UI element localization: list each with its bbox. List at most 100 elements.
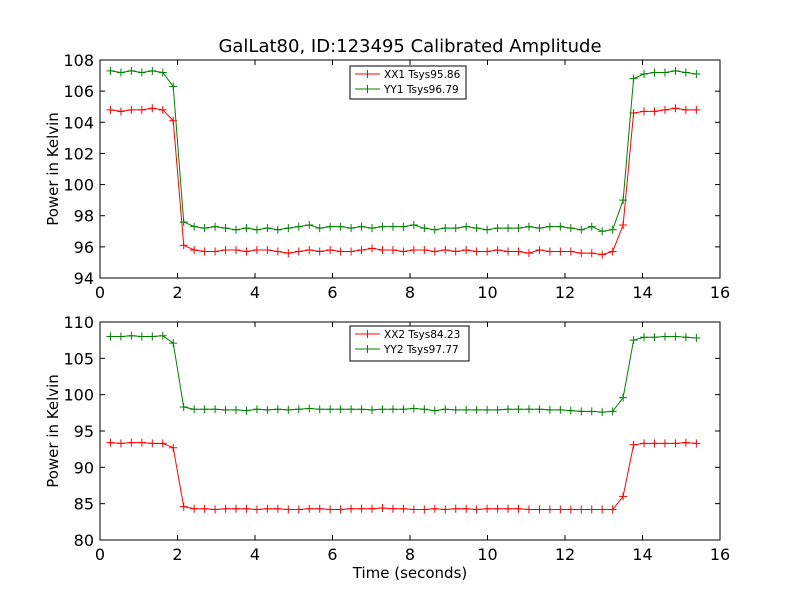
data-point-marker: [493, 224, 502, 233]
data-point-marker: [441, 245, 450, 254]
data-point-marker: [399, 405, 408, 414]
data-point-marker: [483, 405, 492, 414]
data-point-marker: [640, 333, 649, 342]
data-point-marker: [514, 504, 523, 513]
data-point-marker: [284, 224, 293, 233]
data-point-marker: [619, 492, 628, 501]
x-tick-label: 8: [405, 283, 415, 302]
data-point-marker: [409, 404, 418, 413]
data-point-marker: [619, 196, 628, 205]
data-point-marker: [200, 247, 209, 256]
data-point-marker: [368, 244, 377, 253]
data-point-marker: [660, 68, 669, 77]
data-point-marker: [430, 406, 439, 415]
data-point-marker: [671, 66, 680, 75]
data-point-marker: [263, 245, 272, 254]
data-point-marker: [660, 105, 669, 114]
data-point-marker: [378, 222, 387, 231]
data-point-marker: [179, 502, 188, 511]
data-point-marker: [420, 505, 429, 514]
data-point-marker: [190, 504, 199, 513]
data-point-marker: [326, 245, 335, 254]
y-tick-label: 108: [63, 51, 94, 70]
data-point-marker: [524, 505, 533, 514]
data-point-marker: [692, 105, 701, 114]
y-tick-label: 98: [74, 207, 94, 226]
y-tick-label: 80: [74, 531, 94, 550]
data-point-marker: [158, 68, 167, 77]
legend-swatch-marker: [363, 330, 372, 338]
data-point-marker: [148, 66, 157, 75]
data-point-marker: [598, 505, 607, 514]
data-point-marker: [566, 505, 575, 514]
chart-title: GalLat80, ID:123495 Calibrated Amplitude: [218, 36, 601, 57]
data-point-marker: [650, 333, 659, 342]
legend-label: XX1 Tsys95.86: [384, 69, 461, 81]
data-point-marker: [252, 245, 261, 254]
x-tick-label: 8: [405, 545, 415, 564]
data-point-marker: [294, 222, 303, 231]
data-point-marker: [577, 407, 586, 416]
data-point-marker: [556, 405, 565, 414]
data-point-marker: [116, 107, 125, 116]
data-point-marker: [368, 504, 377, 513]
data-point-marker: [388, 405, 397, 414]
data-point-marker: [200, 405, 209, 414]
data-point-marker: [127, 105, 136, 114]
data-point-marker: [252, 225, 261, 234]
data-point-marker: [158, 105, 167, 114]
data-point-marker: [545, 247, 554, 256]
data-point-marker: [305, 404, 314, 413]
data-point-marker: [681, 68, 690, 77]
data-point-marker: [315, 224, 324, 233]
data-point-marker: [347, 504, 356, 513]
data-point-marker: [315, 405, 324, 414]
data-point-marker: [232, 405, 241, 414]
plot-top: 0 2 4 6 8 10 12 14 16 94 96 98 100 102 104 106 108 Power …: [44, 51, 730, 302]
legend-label: XX2 Tsys84.23: [384, 329, 460, 341]
data-point-marker: [598, 408, 607, 417]
data-point-marker: [388, 504, 397, 513]
data-point-marker: [200, 224, 209, 233]
data-point-marker: [514, 224, 523, 233]
data-point-marker: [619, 393, 628, 402]
data-point-marker: [378, 504, 387, 513]
series-yy2: [106, 331, 701, 417]
data-point-marker: [587, 407, 596, 416]
data-point-marker: [116, 439, 125, 448]
data-point-marker: [608, 225, 617, 234]
data-point-marker: [650, 68, 659, 77]
data-point-marker: [357, 405, 366, 414]
legend: XX2 Tsys84.23 YY2 Tsys97.77: [349, 325, 470, 362]
data-point-marker: [545, 505, 554, 514]
x-tick-label: 6: [327, 283, 337, 302]
data-point-marker: [640, 107, 649, 116]
legend-swatch-marker: [363, 85, 372, 93]
data-point-marker: [451, 504, 460, 513]
data-point-marker: [169, 443, 178, 452]
data-point-marker: [493, 245, 502, 254]
data-point-marker: [598, 250, 607, 259]
y-tick-label: 100: [63, 386, 94, 405]
data-point-marker: [284, 405, 293, 414]
series-xx2: [106, 438, 701, 514]
data-point-marker: [629, 440, 638, 449]
data-point-marker: [211, 247, 220, 256]
data-point-marker: [535, 224, 544, 233]
data-point-marker: [451, 405, 460, 414]
legend: XX1 Tsys95.86 YY1 Tsys96.79: [349, 65, 467, 100]
legend-label: YY1 Tsys96.79: [383, 84, 459, 96]
y-axis-label: Power in Kelvin: [44, 112, 62, 226]
data-point-marker: [242, 504, 251, 513]
data-point-marker: [399, 504, 408, 513]
data-point-marker: [357, 504, 366, 513]
data-point-marker: [368, 405, 377, 414]
data-point-marker: [305, 221, 314, 230]
data-point-marker: [619, 221, 628, 230]
data-point-marker: [399, 247, 408, 256]
data-point-marker: [650, 107, 659, 116]
data-point-marker: [315, 504, 324, 513]
data-point-marker: [357, 222, 366, 231]
data-point-marker: [221, 245, 230, 254]
